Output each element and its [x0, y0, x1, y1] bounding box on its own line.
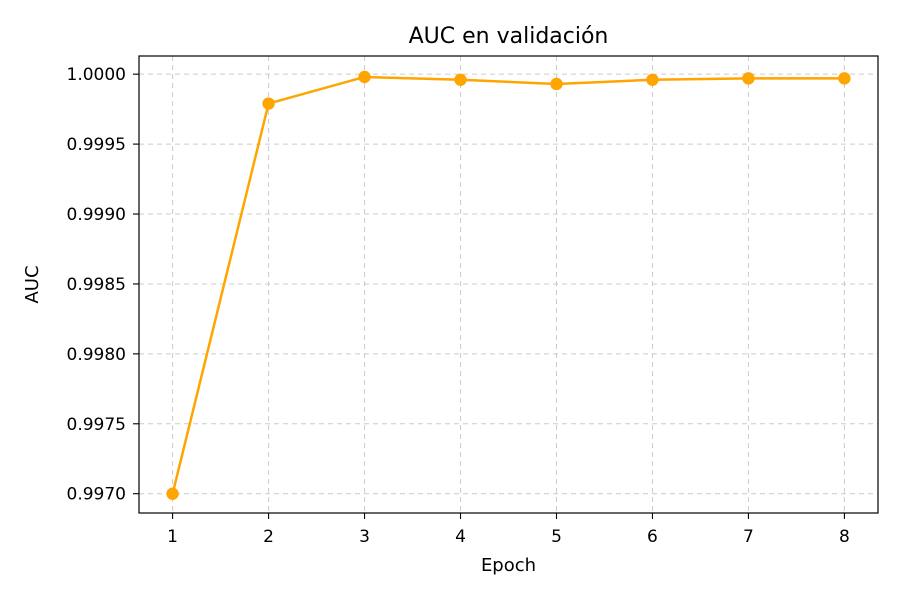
x-tick-label: 8 — [839, 527, 850, 547]
x-tick-label: 3 — [359, 527, 370, 547]
data-point — [838, 72, 851, 85]
y-tick-label: 0.9980 — [67, 345, 126, 365]
y-tick-label: 0.9975 — [67, 415, 126, 435]
x-tick-label: 2 — [263, 527, 274, 547]
data-point — [166, 487, 179, 500]
y-tick-label: 0.9985 — [67, 275, 126, 295]
data-point — [550, 77, 563, 91]
data-point — [454, 73, 467, 86]
y-axis-label: AUC — [22, 265, 43, 303]
x-ticks: 1 2 3 4 5 6 7 8 — [167, 513, 850, 547]
data-point — [262, 97, 275, 110]
x-tick-label: 6 — [647, 527, 658, 547]
y-tick-label: 0.9990 — [67, 205, 126, 225]
chart-title: AUC en validación — [409, 24, 609, 49]
x-tick-label: 7 — [743, 527, 754, 547]
plot-frame — [138, 55, 879, 514]
series-layer — [166, 70, 851, 500]
y-ticks: 0.9970 0.9975 0.9980 0.9985 0.9990 0.9995 1.00… — [67, 65, 139, 505]
series-line — [171, 75, 846, 495]
x-tick-label: 1 — [167, 527, 178, 547]
x-tick-label: 5 — [551, 527, 562, 547]
y-tick-label: 1.0000 — [67, 65, 126, 85]
grid-layer — [139, 56, 878, 513]
data-point — [646, 73, 659, 86]
x-tick-label: 4 — [455, 527, 466, 547]
data-point — [358, 70, 371, 84]
x-axis-label: Epoch — [481, 555, 536, 576]
y-tick-label: 0.9970 — [67, 485, 126, 505]
y-tick-label: 0.9995 — [67, 135, 126, 155]
data-point — [742, 72, 755, 85]
